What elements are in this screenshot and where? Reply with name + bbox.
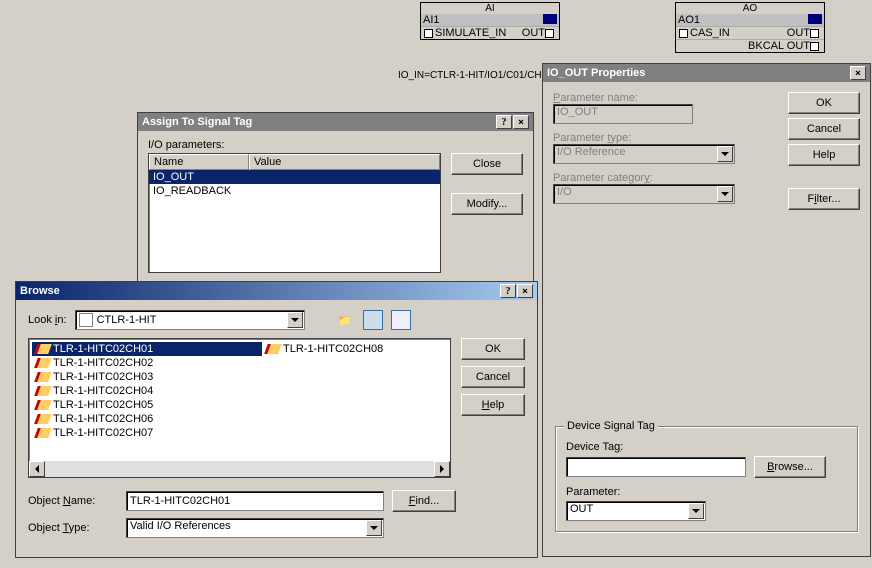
ioout-titlebar: IO_OUT Properties × xyxy=(543,64,870,82)
lookin-select[interactable]: CTLR-1-HIT xyxy=(75,310,305,330)
param-type-label: Parameter type: xyxy=(553,132,778,144)
param-cat-select: I/O xyxy=(553,184,735,204)
help-icon[interactable]: ? xyxy=(500,284,516,298)
col-value[interactable]: Value xyxy=(249,154,440,170)
ai-footer: IO_IN=CTLR-1-HIT/IO1/C01/CH01/F xyxy=(398,70,562,81)
assign-title: Assign To Signal Tag xyxy=(142,116,252,128)
modify-button[interactable]: Modify... xyxy=(451,193,523,215)
device-signal-group: Device Signal Tag Device Tag: Browse... … xyxy=(555,426,858,532)
tag-icon xyxy=(34,428,52,438)
browse-dialog: Browse ? × Look in: CTLR-1-HIT 📁 TLR-1-H… xyxy=(15,281,538,558)
up-folder-icon[interactable]: 📁 xyxy=(335,310,355,330)
chevron-down-icon[interactable] xyxy=(366,520,382,536)
ao-out: OUT xyxy=(787,27,810,39)
list-item[interactable]: TLR-1-HITC02CH07 xyxy=(32,426,262,440)
parameter-select[interactable]: OUT xyxy=(566,501,706,521)
tag-icon xyxy=(34,344,52,354)
chevron-down-icon[interactable] xyxy=(287,312,303,328)
assign-dialog: Assign To Signal Tag ? × I/O parameters:… xyxy=(137,112,534,292)
browse-titlebar[interactable]: Browse ? × xyxy=(16,282,537,300)
ai-block: AI AI1 SIMULATE_IN OUT xyxy=(420,2,560,40)
ao-header: AO xyxy=(676,3,824,14)
ao-bkcal: BKCAL OUT xyxy=(748,40,810,52)
ai-out: OUT xyxy=(522,27,545,39)
objname-label: Object Name: xyxy=(28,495,118,507)
scroll-left-icon[interactable] xyxy=(29,461,45,477)
objtype-select[interactable]: Valid I/O References xyxy=(126,518,384,538)
tag-icon xyxy=(34,386,52,396)
list-item[interactable]: TLR-1-HITC02CH05 xyxy=(32,398,262,412)
cancel-button[interactable]: Cancel xyxy=(461,366,525,388)
io-params-list[interactable]: Name Value IO_OUT IO_READBACK xyxy=(148,153,441,273)
param-type-select: I/O Reference xyxy=(553,144,735,164)
param-name-label: Parameter name: xyxy=(553,92,778,104)
parameter-label: Parameter: xyxy=(566,486,847,498)
filter-button[interactable]: Filter... xyxy=(788,188,860,210)
ioout-title: IO_OUT Properties xyxy=(547,67,645,79)
chevron-down-icon[interactable] xyxy=(688,503,704,519)
list-view-icon[interactable] xyxy=(391,310,411,330)
list-item[interactable]: TLR-1-HITC02CH01 xyxy=(32,342,262,356)
tag-icon xyxy=(264,344,282,354)
col-name[interactable]: Name xyxy=(149,154,249,170)
device-tag-label: Device Tag: xyxy=(566,441,847,453)
ai-simin: SIMULATE_IN xyxy=(435,27,506,39)
help-button[interactable]: Help xyxy=(461,394,525,416)
scroll-right-icon[interactable] xyxy=(434,461,450,477)
ao-casin: CAS_IN xyxy=(690,27,730,39)
tag-icon xyxy=(34,358,52,368)
browse-button[interactable]: Browse... xyxy=(754,456,826,478)
objtype-label: Object Type: xyxy=(28,522,118,534)
chart-icon xyxy=(808,14,822,24)
horizontal-scrollbar[interactable] xyxy=(29,461,450,477)
find-button[interactable]: Find... xyxy=(392,490,456,512)
close-button[interactable]: Close xyxy=(451,153,523,175)
cancel-button[interactable]: Cancel xyxy=(788,118,860,140)
objname-field[interactable] xyxy=(126,491,384,511)
chart-icon xyxy=(543,14,557,24)
ao-title: AO1 xyxy=(678,14,700,26)
close-icon[interactable]: × xyxy=(513,115,529,129)
close-icon[interactable]: × xyxy=(517,284,533,298)
help-icon[interactable]: ? xyxy=(496,115,512,129)
browse-title: Browse xyxy=(20,285,60,297)
list-item[interactable]: TLR-1-HITC02CH04 xyxy=(32,384,262,398)
list-item[interactable]: TLR-1-HITC02CH06 xyxy=(32,412,262,426)
device-icon xyxy=(79,313,93,327)
ai-title: AI1 xyxy=(423,14,440,26)
group-legend: Device Signal Tag xyxy=(564,420,658,432)
tag-icon xyxy=(34,414,52,424)
device-tag-field[interactable] xyxy=(566,457,746,477)
ai-header: AI xyxy=(421,3,559,14)
list-item[interactable]: IO_READBACK xyxy=(149,184,440,198)
list-item[interactable]: TLR-1-HITC02CH08 xyxy=(262,342,387,356)
grid-view-icon[interactable] xyxy=(363,310,383,330)
help-button[interactable]: Help xyxy=(788,144,860,166)
ao-block: AO AO1 CAS_IN OUT BKCAL OUT xyxy=(675,2,825,53)
param-name-field: IO_OUT xyxy=(553,104,693,124)
tag-icon xyxy=(34,372,52,382)
close-icon[interactable]: × xyxy=(850,66,866,80)
ioout-dialog: IO_OUT Properties × Parameter name: IO_O… xyxy=(542,63,871,557)
tag-icon xyxy=(34,400,52,410)
list-item[interactable]: TLR-1-HITC02CH03 xyxy=(32,370,262,384)
browse-list[interactable]: TLR-1-HITC02CH01 TLR-1-HITC02CH02 TLR-1-… xyxy=(28,338,451,478)
list-item[interactable]: TLR-1-HITC02CH02 xyxy=(32,356,262,370)
assign-titlebar: Assign To Signal Tag ? × xyxy=(138,113,533,131)
ok-button[interactable]: OK xyxy=(788,92,860,114)
lookin-label: Look in: xyxy=(28,314,67,326)
chevron-down-icon xyxy=(717,186,733,202)
param-cat-label: Parameter category: xyxy=(553,172,778,184)
chevron-down-icon xyxy=(717,146,733,162)
ok-button[interactable]: OK xyxy=(461,338,525,360)
io-params-label: I/O parameters: xyxy=(148,139,441,151)
list-item[interactable]: IO_OUT xyxy=(149,170,440,184)
